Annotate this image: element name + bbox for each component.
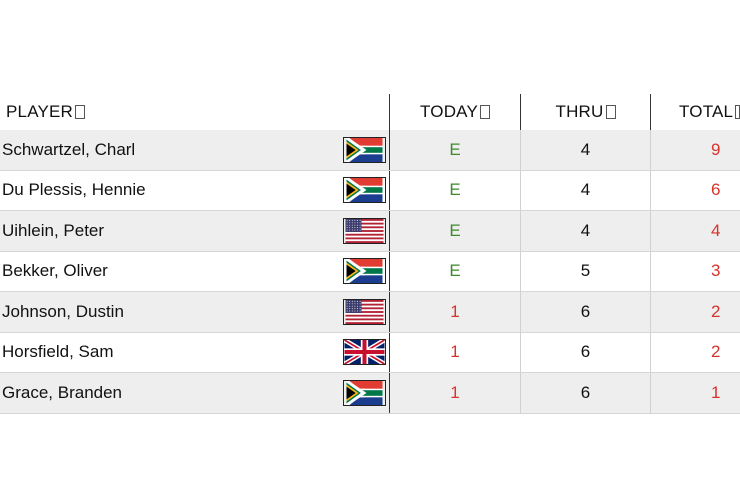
holes-thru: 4 [520, 211, 650, 251]
player-name: Bekker, Oliver [2, 261, 108, 281]
player-name: Schwartzel, Charl [2, 139, 136, 159]
table-body: Schwartzel, Charl E 4 9 Du Plessis, Hennie E 4… [0, 130, 740, 414]
today-score: E [389, 211, 520, 251]
total-score: 6 [650, 170, 740, 210]
player-name: Johnson, Dustin [2, 301, 124, 321]
today-score: E [389, 170, 520, 210]
player-name: Horsfield, Sam [2, 342, 114, 362]
column-header-label: PLAYER [6, 102, 74, 121]
table-row[interactable]: Du Plessis, Hennie E 4 6 [0, 170, 740, 211]
column-header-total[interactable]: TOTAL [650, 94, 740, 130]
total-score: 3 [650, 251, 740, 291]
today-score: 1 [389, 332, 520, 372]
player-cell: Du Plessis, Hennie [0, 171, 389, 211]
table-row[interactable]: Johnson, Dustin 1 6 2 [0, 292, 740, 333]
holes-thru: 6 [520, 292, 650, 332]
holes-thru: 4 [520, 170, 650, 210]
column-header-today[interactable]: TODAY [389, 94, 520, 130]
total-score: 2 [650, 332, 740, 372]
sort-icon [735, 105, 740, 119]
holes-thru: 6 [520, 332, 650, 372]
holes-thru: 4 [520, 130, 650, 170]
holes-thru: 6 [520, 373, 650, 413]
table-row[interactable]: Schwartzel, Charl E 4 9 [0, 130, 740, 171]
south-africa-flag-icon [344, 178, 385, 203]
today-score: E [389, 251, 520, 291]
player-cell: Schwartzel, Charl [0, 130, 389, 170]
column-header-label: TODAY [420, 102, 478, 121]
usa-flag-icon [344, 299, 385, 324]
player-cell: Johnson, Dustin [0, 292, 389, 332]
player-name: Uihlein, Peter [2, 220, 105, 240]
player-cell: Grace, Branden [0, 373, 389, 413]
table-row[interactable]: Horsfield, Sam 1 6 2 [0, 332, 740, 373]
holes-thru: 5 [520, 251, 650, 291]
south-africa-flag-icon [344, 259, 385, 284]
total-score: 1 [650, 373, 740, 413]
south-africa-flag-icon [344, 380, 385, 405]
sort-icon [480, 105, 490, 119]
player-name: Grace, Branden [2, 382, 123, 402]
table-header: PLAYER TODAY THRU TOTAL [0, 94, 740, 130]
column-header-thru[interactable]: THRU [520, 94, 650, 130]
uk-flag-icon [344, 340, 385, 365]
column-header-label: THRU [555, 102, 604, 121]
usa-flag-icon [344, 218, 385, 243]
south-africa-flag-icon [344, 137, 385, 162]
player-cell: Bekker, Oliver [0, 252, 389, 292]
today-score: 1 [389, 373, 520, 413]
table-row[interactable]: Bekker, Oliver E 5 3 [0, 251, 740, 292]
total-score: 4 [650, 211, 740, 251]
leaderboard-table: PLAYER TODAY THRU TOTAL Schwartzel, Char… [0, 94, 740, 414]
player-cell: Uihlein, Peter [0, 211, 389, 251]
table-row[interactable]: Grace, Branden 1 6 1 [0, 373, 740, 414]
sort-icon [75, 105, 86, 119]
player-cell: Horsfield, Sam [0, 333, 389, 373]
column-header-player[interactable]: PLAYER [0, 94, 389, 130]
total-score: 2 [650, 292, 740, 332]
sort-icon [605, 105, 616, 119]
total-score: 9 [650, 130, 740, 170]
today-score: E [389, 130, 520, 170]
column-header-label: TOTAL [679, 102, 734, 121]
table-row[interactable]: Uihlein, Peter E 4 4 [0, 211, 740, 252]
player-name: Du Plessis, Hennie [2, 180, 146, 200]
today-score: 1 [389, 292, 520, 332]
